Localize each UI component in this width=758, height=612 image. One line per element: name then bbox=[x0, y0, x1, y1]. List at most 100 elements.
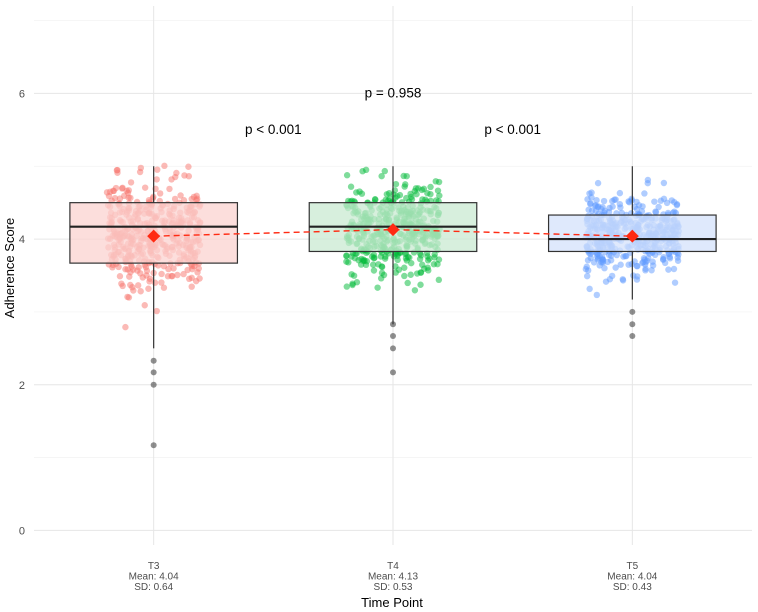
jitter-point bbox=[401, 272, 408, 280]
jitter-point bbox=[424, 257, 432, 264]
y-tick-label: 2 bbox=[19, 380, 25, 392]
jitter-point bbox=[644, 176, 652, 184]
outlier-point bbox=[150, 381, 157, 388]
outlier-point bbox=[390, 345, 396, 352]
jitter-point bbox=[427, 183, 434, 191]
jitter-point bbox=[394, 250, 402, 258]
jitter-point bbox=[641, 190, 648, 197]
jitter-point bbox=[655, 203, 662, 211]
jitter-point bbox=[196, 275, 203, 282]
jitter-point bbox=[374, 284, 381, 291]
jitter-point bbox=[612, 264, 619, 271]
outlier-point bbox=[150, 369, 157, 376]
jitter-point bbox=[134, 282, 142, 289]
jitter-point bbox=[392, 269, 399, 276]
jitter-point bbox=[122, 323, 129, 331]
jitter-point bbox=[378, 263, 386, 271]
jitter-point bbox=[377, 275, 385, 282]
outlier-point bbox=[629, 308, 636, 315]
jitter-point bbox=[419, 196, 426, 203]
jitter-point bbox=[433, 197, 440, 204]
outlier-point bbox=[390, 321, 396, 328]
jitter-point bbox=[188, 262, 196, 270]
jitter-point bbox=[174, 271, 181, 279]
p-value-annotations: p = 0.958 p < 0.001 p < 0.001 bbox=[245, 85, 541, 136]
jitter-point bbox=[188, 274, 195, 282]
jitter-point bbox=[674, 257, 682, 264]
jitter-point bbox=[642, 265, 649, 272]
jitter-point bbox=[671, 279, 679, 286]
jitter-point bbox=[425, 267, 432, 274]
jitter-point bbox=[116, 273, 124, 280]
jitter-point bbox=[631, 203, 638, 211]
jitter-point bbox=[141, 302, 148, 309]
jitter-point bbox=[370, 251, 377, 258]
jitter-point bbox=[607, 257, 615, 264]
jitter-point bbox=[158, 279, 165, 286]
jitter-point bbox=[587, 200, 594, 208]
jitter-point bbox=[401, 264, 408, 271]
jitter-point bbox=[166, 185, 173, 193]
jitter-point bbox=[407, 190, 414, 198]
mean-stat-label: Mean: 4.13 bbox=[368, 572, 418, 583]
jitter-point bbox=[633, 276, 641, 283]
jitter-point bbox=[600, 197, 608, 205]
jitter-point bbox=[359, 168, 366, 175]
jitter-point bbox=[416, 255, 424, 263]
jitter-point bbox=[347, 183, 355, 190]
jitter-point bbox=[145, 285, 152, 292]
outlier-point bbox=[390, 332, 396, 339]
jitter-point bbox=[403, 172, 410, 180]
y-tick-label: 0 bbox=[19, 525, 25, 537]
jitter-point bbox=[606, 204, 613, 212]
jitter-point bbox=[173, 169, 180, 177]
jitter-point bbox=[619, 276, 626, 283]
jitter-point bbox=[124, 293, 131, 301]
jitter-point bbox=[613, 251, 620, 259]
y-tick-label: 4 bbox=[19, 234, 25, 246]
jitter-point bbox=[385, 190, 393, 197]
mean-trend bbox=[147, 223, 639, 243]
jitter-point bbox=[668, 197, 675, 204]
jitter-point bbox=[350, 272, 358, 279]
sd-stat-label: SD: 0.64 bbox=[134, 582, 173, 593]
jitter-point bbox=[590, 259, 598, 266]
jitter-point bbox=[137, 270, 144, 277]
jitter-point bbox=[665, 266, 672, 273]
jitter-point bbox=[431, 251, 438, 258]
outlier-point bbox=[629, 332, 636, 339]
jitter-point bbox=[137, 164, 145, 172]
jitter-point bbox=[593, 291, 601, 299]
jitter-point bbox=[161, 162, 168, 170]
jitter-point bbox=[343, 283, 351, 290]
jitter-point bbox=[599, 258, 606, 265]
jitter-point bbox=[184, 266, 191, 274]
mean-diamond bbox=[147, 229, 161, 243]
jitter-point bbox=[661, 259, 669, 267]
jitter-point bbox=[114, 166, 121, 174]
p-value-label: p < 0.001 bbox=[245, 122, 302, 137]
sd-stat-label: SD: 0.43 bbox=[613, 582, 652, 593]
jitter-point bbox=[153, 307, 160, 315]
jitter-point bbox=[595, 203, 602, 210]
jitter-point bbox=[195, 265, 203, 272]
jitter-point bbox=[417, 269, 424, 276]
jitter-point bbox=[116, 195, 124, 202]
jitter-point bbox=[594, 250, 601, 257]
jitter-point bbox=[393, 193, 401, 200]
jitter-point bbox=[404, 279, 411, 287]
jitter-point bbox=[124, 266, 131, 273]
mean-diamond bbox=[386, 223, 400, 237]
outlier-point bbox=[150, 357, 157, 364]
jitter-point bbox=[369, 261, 377, 268]
jitter-point bbox=[606, 276, 614, 283]
jitter-point bbox=[617, 261, 624, 268]
jitter-point bbox=[392, 180, 400, 188]
jitter-point bbox=[156, 190, 164, 197]
jitter-point bbox=[639, 258, 647, 266]
jitter-point bbox=[411, 287, 419, 294]
jitter-point bbox=[407, 271, 414, 278]
jitter-point bbox=[180, 197, 188, 204]
